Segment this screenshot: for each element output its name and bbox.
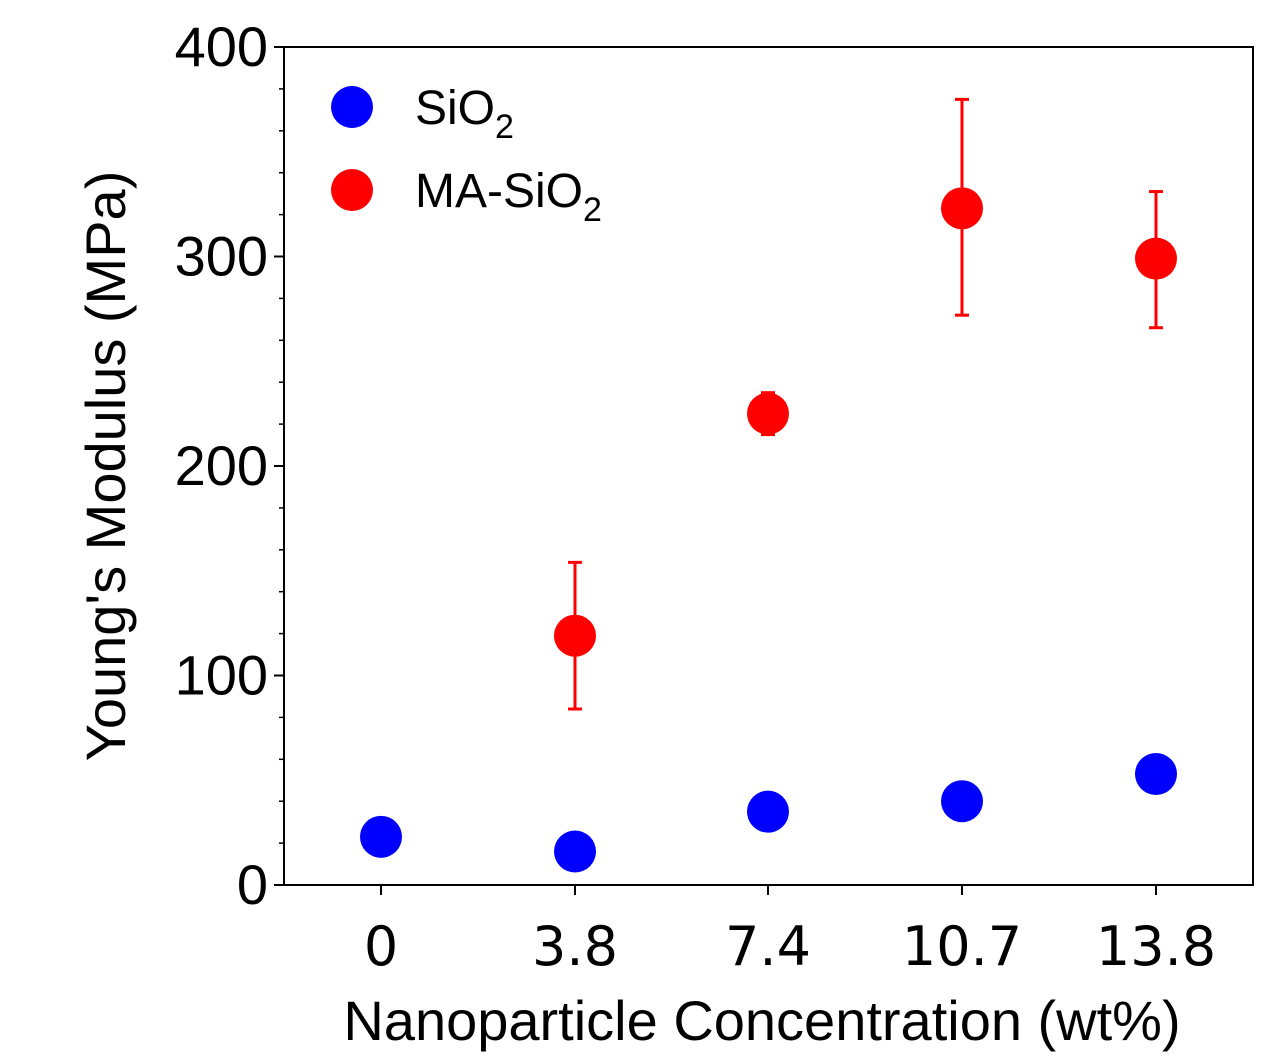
legend-label-subscript: 2 [583, 191, 602, 229]
legend-marker-sio2 [331, 86, 373, 128]
data-point [941, 780, 983, 823]
data-point [941, 187, 983, 230]
legend-label-sio2: SiO2 [415, 82, 514, 146]
y-axis-ticks: 0 100 200 300 400 [175, 15, 284, 916]
y-tick-label: 300 [175, 225, 268, 288]
x-tick-label: 13.8 [1096, 915, 1216, 978]
x-tick-label: 10.7 [902, 915, 1022, 978]
x-axis-label: Nanoparticle Concentration (wt%) [343, 989, 1180, 1052]
data-point [1135, 752, 1177, 795]
error-bars [568, 97, 1163, 711]
legend-marker-ma-sio2 [331, 169, 373, 211]
legend-label-base: MA-SiO [415, 165, 583, 218]
y-tick-label: 400 [175, 15, 268, 78]
legend-label-ma-sio2: MA-SiO2 [415, 165, 602, 229]
data-points [360, 187, 1177, 873]
legend-label-subscript: 2 [495, 108, 514, 146]
data-point [554, 830, 596, 873]
data-point [747, 790, 789, 833]
x-tick-label: 7.4 [725, 915, 811, 978]
data-point [1135, 237, 1177, 280]
legend: SiO2 MA-SiO2 [331, 82, 602, 229]
data-point [360, 815, 402, 858]
data-point [747, 392, 789, 435]
data-point [554, 614, 596, 657]
x-axis-ticks: 0 3.8 7.4 10.7 13.8 [364, 885, 1216, 978]
y-tick-label: 100 [175, 644, 268, 707]
y-tick-label: 200 [175, 434, 268, 497]
legend-label-base: SiO [415, 82, 495, 135]
y-axis-label: Young's Modulus (MPa) [74, 171, 137, 762]
x-tick-label: 0 [364, 915, 398, 978]
x-tick-label: 3.8 [532, 915, 618, 978]
y-tick-label: 0 [237, 853, 268, 916]
